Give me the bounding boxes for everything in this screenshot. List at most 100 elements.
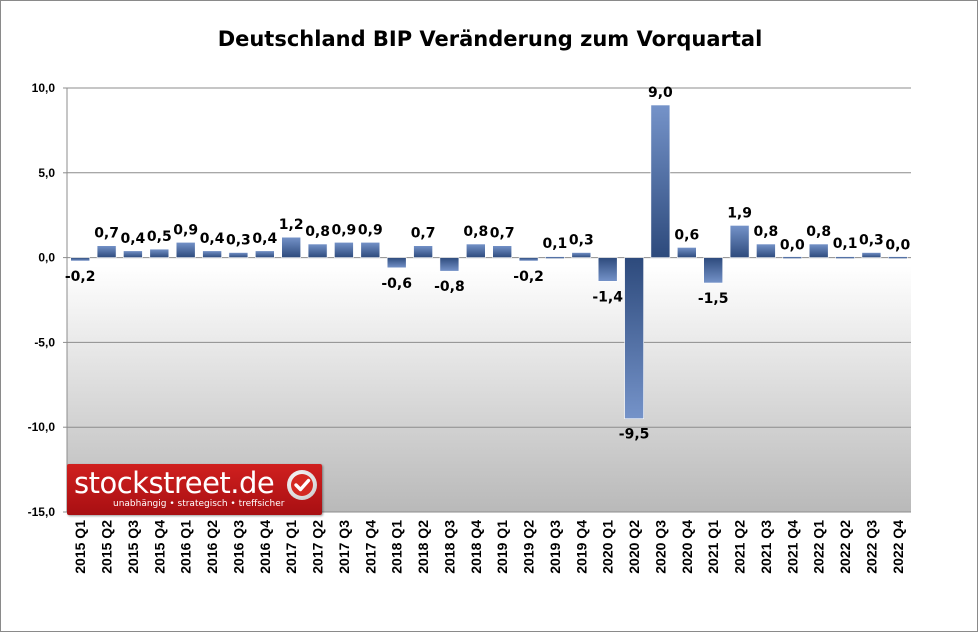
x-tick-label: 2019 Q3 xyxy=(547,520,563,574)
x-tick-label: 2021 Q3 xyxy=(758,520,774,574)
bar xyxy=(518,257,539,262)
x-tick-label: 2022 Q2 xyxy=(837,520,853,574)
x-axis: 2015 Q1 2015 Q2 2015 Q3 2015 Q4 2016 Q1 2016 … xyxy=(72,520,906,574)
bar xyxy=(808,243,829,258)
y-tick-label: -5,0 xyxy=(34,335,55,349)
y-tick-label: 0,0 xyxy=(38,251,55,265)
x-tick-label: 2020 Q1 xyxy=(600,520,616,574)
data-label: -1,5 xyxy=(698,291,729,307)
x-tick-label: 2021 Q1 xyxy=(705,520,721,574)
data-label: -0,2 xyxy=(513,269,544,285)
stockstreet-logo: stockstreet.de unabhängig • strategisch … xyxy=(67,464,322,515)
x-tick-label: 2016 Q4 xyxy=(257,520,273,574)
bar xyxy=(492,245,513,258)
bars xyxy=(70,104,908,420)
bar xyxy=(835,256,855,259)
x-tick-label: 2022 Q3 xyxy=(863,520,879,574)
data-label: 0,8 xyxy=(806,224,831,240)
data-label: 0,4 xyxy=(252,231,277,247)
data-label: -0,2 xyxy=(65,269,96,285)
bar xyxy=(782,256,803,259)
x-tick-label: 2019 Q1 xyxy=(494,520,510,574)
check-icon xyxy=(287,470,317,500)
data-label: 0,1 xyxy=(542,236,567,252)
data-label: 0,4 xyxy=(120,231,145,247)
bar xyxy=(439,257,460,272)
bar xyxy=(281,236,302,258)
x-tick-label: 2022 Q4 xyxy=(890,520,906,574)
bar xyxy=(307,243,328,258)
bar xyxy=(465,243,486,258)
x-tick-label: 2016 Q1 xyxy=(178,520,194,574)
bar xyxy=(255,250,275,258)
x-tick-label: 2018 Q3 xyxy=(441,520,457,574)
data-labels: -0,20,7 0,4 0,5 0,90,4 0,3 0,41,2 0,8 0,9 0,9-0,… xyxy=(65,85,911,443)
data-label: 0,6 xyxy=(674,227,699,243)
bar xyxy=(597,257,618,282)
bar xyxy=(413,245,433,258)
data-label: 0,9 xyxy=(331,222,356,238)
bar xyxy=(650,104,671,258)
data-label: -1,4 xyxy=(592,289,623,305)
data-label: 0,9 xyxy=(358,222,383,238)
x-tick-label: 2021 Q2 xyxy=(732,520,748,574)
logo-name: stockstreet.de xyxy=(74,466,275,500)
bar xyxy=(123,250,143,258)
bar xyxy=(545,256,565,259)
x-tick-label: 2018 Q2 xyxy=(415,520,431,574)
x-tick-label: 2017 Q1 xyxy=(283,520,299,574)
data-label: 9,0 xyxy=(648,85,673,101)
data-label: 0,3 xyxy=(859,233,884,249)
data-label: 0,7 xyxy=(411,226,436,242)
bar xyxy=(202,250,222,258)
x-tick-label: 2017 Q4 xyxy=(362,520,378,574)
bar xyxy=(729,225,750,258)
bar xyxy=(756,243,776,258)
data-label: 0,7 xyxy=(490,226,515,242)
x-tick-label: 2020 Q3 xyxy=(652,520,668,574)
data-label: 0,5 xyxy=(147,229,172,245)
x-tick-label: 2015 Q2 xyxy=(99,520,115,574)
bar xyxy=(70,257,90,262)
data-label: 0,8 xyxy=(305,224,330,240)
data-label: -0,6 xyxy=(381,276,412,292)
data-label: 1,2 xyxy=(279,217,304,233)
bar xyxy=(887,256,908,259)
x-tick-label: 2019 Q2 xyxy=(521,520,537,574)
bar xyxy=(624,257,644,420)
data-label: 0,7 xyxy=(94,226,119,242)
bar xyxy=(149,248,170,258)
data-label: -9,5 xyxy=(619,427,650,443)
bar xyxy=(175,242,196,258)
data-label: 0,4 xyxy=(200,231,225,247)
data-label: 0,9 xyxy=(173,222,198,238)
data-label: 1,9 xyxy=(727,205,752,221)
x-tick-label: 2020 Q2 xyxy=(626,520,642,574)
x-tick-label: 2017 Q2 xyxy=(310,520,326,574)
x-tick-label: 2019 Q4 xyxy=(573,520,589,574)
bar xyxy=(386,257,407,269)
x-tick-label: 2015 Q4 xyxy=(151,520,167,574)
data-label: 0,8 xyxy=(753,224,778,240)
x-tick-label: 2020 Q4 xyxy=(679,520,695,574)
bar xyxy=(96,245,117,258)
y-tick-label: -10,0 xyxy=(28,420,56,434)
y-tick-label: 10,0 xyxy=(32,81,56,95)
bar xyxy=(360,242,381,258)
y-tick-label: 5,0 xyxy=(38,166,55,180)
data-label: -0,8 xyxy=(434,279,465,295)
logo-slogan: unabhängig • strategisch • treffsicher xyxy=(113,499,285,509)
bar xyxy=(703,257,724,284)
x-tick-label: 2018 Q1 xyxy=(389,520,405,574)
bar xyxy=(571,252,592,258)
data-label: 0,0 xyxy=(780,238,805,254)
x-tick-label: 2015 Q3 xyxy=(125,520,141,574)
y-tick-label: -15,0 xyxy=(28,505,56,519)
data-label: 0,3 xyxy=(226,233,251,249)
x-tick-label: 2018 Q4 xyxy=(468,520,484,574)
bar xyxy=(334,242,354,258)
x-tick-label: 2015 Q1 xyxy=(72,520,88,574)
data-label: 0,0 xyxy=(885,238,910,254)
x-tick-label: 2017 Q3 xyxy=(336,520,352,574)
